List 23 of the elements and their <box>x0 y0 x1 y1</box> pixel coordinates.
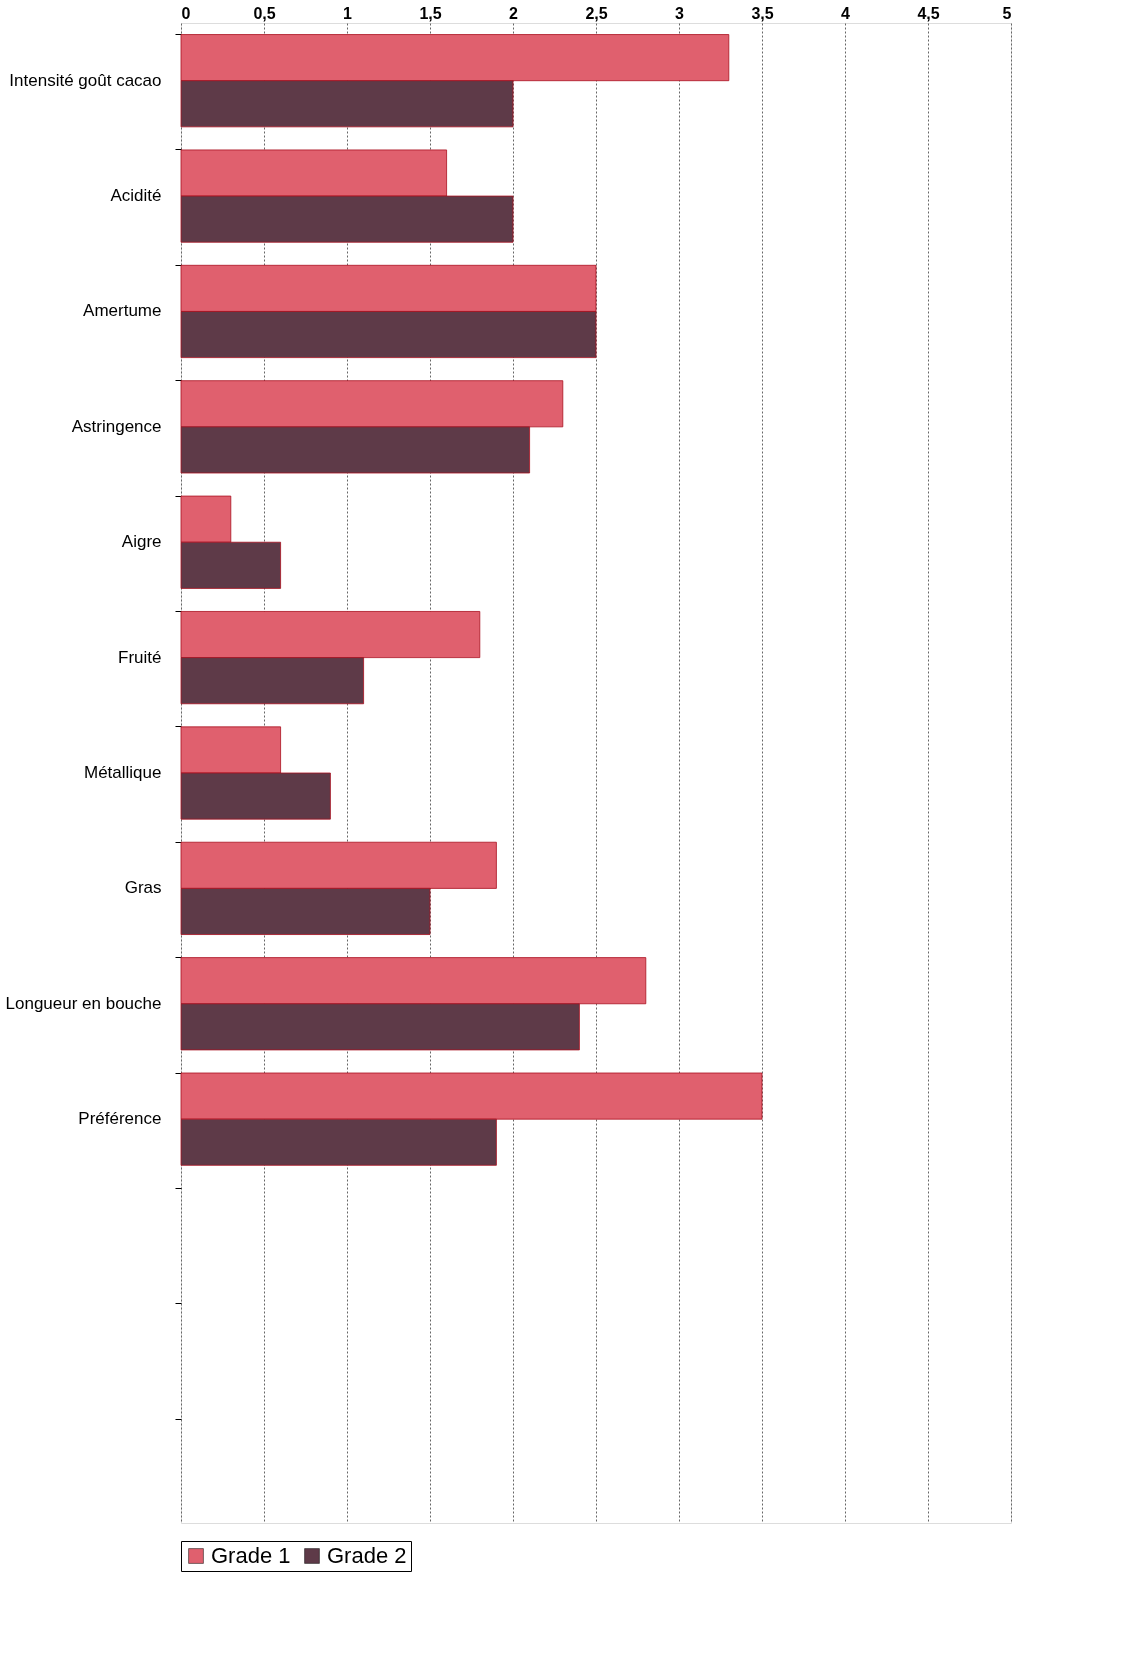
legend-label: Grade 2 <box>327 1543 407 1568</box>
y-tick-label: Amertume <box>83 301 162 321</box>
y-tick-label: Acidité <box>110 186 162 206</box>
y-tick-label: Métallique <box>84 763 162 782</box>
y-tick-label: Longueur en bouche <box>5 993 162 1013</box>
y-tick-label: Astringence <box>71 416 162 436</box>
y-tick-label: Intensité goût cacao <box>9 70 162 90</box>
x-tick-label: 2,5 <box>585 4 608 22</box>
x-tick-label: 3,5 <box>751 4 774 22</box>
legend-label: Grade 1 <box>211 1543 291 1568</box>
y-tick-label: Gras <box>124 878 162 898</box>
x-tick-label: 1 <box>343 4 353 22</box>
x-tick-label: 1,5 <box>419 4 442 22</box>
x-tick-label: 0 <box>181 4 191 22</box>
x-tick-label: 0,5 <box>253 4 276 22</box>
x-tick-label: 3 <box>675 4 685 22</box>
y-tick-label: Préférence <box>78 1109 162 1129</box>
y-tick-label: Fruité <box>118 647 162 667</box>
x-tick-label: 2 <box>509 4 519 22</box>
x-tick-label: 4,5 <box>917 4 940 22</box>
y-tick-label: Aigre <box>121 532 162 552</box>
x-tick-label: 4 <box>841 4 851 22</box>
x-tick-label: 5 <box>1002 4 1012 22</box>
